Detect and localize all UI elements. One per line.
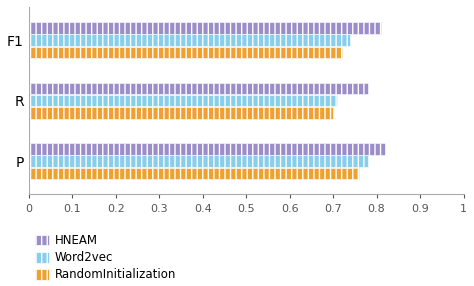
Legend: HNEAM, Word2vec, RandomInitialization: HNEAM, Word2vec, RandomInitialization	[35, 234, 176, 281]
Bar	[29, 107, 333, 119]
Bar	[29, 156, 368, 167]
Bar	[29, 168, 359, 179]
Bar	[29, 95, 337, 106]
Bar	[29, 35, 350, 46]
Bar	[29, 143, 385, 155]
Bar	[29, 47, 342, 58]
Bar	[29, 83, 368, 94]
Bar	[29, 22, 381, 34]
